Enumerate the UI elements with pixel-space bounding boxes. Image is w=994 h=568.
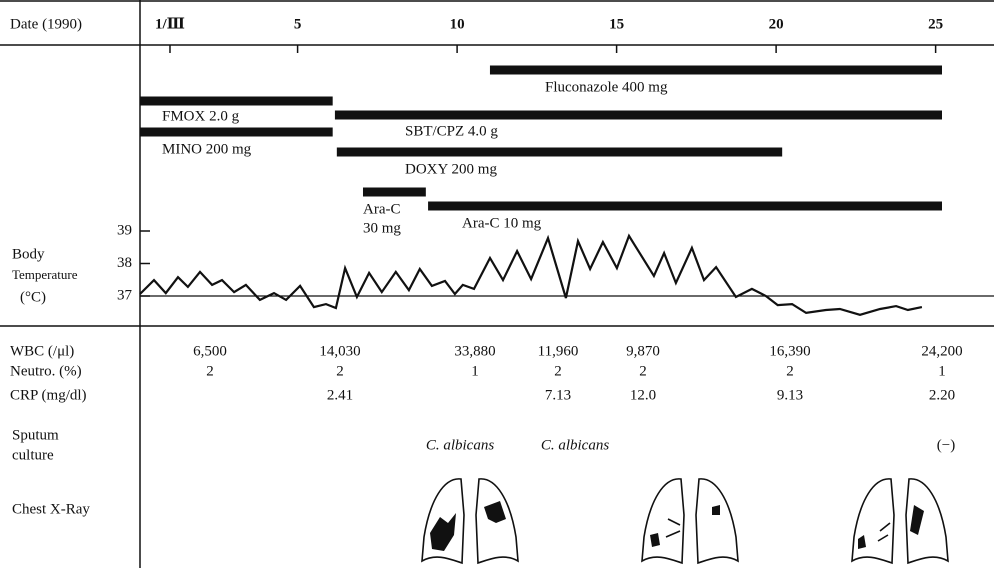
lab-value: 2 xyxy=(786,363,794,379)
x-tick-label: 5 xyxy=(294,16,302,32)
lab-value: 16,390 xyxy=(769,343,810,359)
treatment-bar xyxy=(334,110,943,120)
treatment-label: SBT/CPZ 4.0 g xyxy=(405,123,498,139)
date-label: Date (1990) xyxy=(10,16,82,32)
chest-xray-image xyxy=(421,478,519,565)
temperature-line xyxy=(139,233,923,316)
lab-value: 33,880 xyxy=(454,343,495,359)
lab-value: 24,200 xyxy=(921,343,962,359)
x-tick-label: 25 xyxy=(928,16,943,32)
treatment-label: MINO 200 mg xyxy=(162,141,252,157)
chest-xray-image xyxy=(851,478,949,565)
lab-value: 14,030 xyxy=(319,343,360,359)
treatment-bar xyxy=(362,187,426,197)
lab-value: 2 xyxy=(336,363,344,379)
lab-value: 7.13 xyxy=(545,387,571,403)
lab-value: 1 xyxy=(471,363,479,379)
treatment-bar xyxy=(140,96,333,106)
lab-value: 2.20 xyxy=(929,387,955,403)
x-tick-label: 15 xyxy=(609,16,624,32)
x-tick-label: 1/Ⅲ xyxy=(155,16,185,32)
lab-value: 2 xyxy=(206,363,214,379)
treatment-bar xyxy=(140,127,333,137)
sputum-result: C. albicans xyxy=(426,437,494,453)
treatment-bar xyxy=(489,65,943,75)
sputum-label: Sputum xyxy=(12,427,59,443)
sputum-result: (−) xyxy=(937,437,955,453)
treatment-label: Ara-C 10 mg xyxy=(462,215,542,231)
treatment-label: FMOX 2.0 g xyxy=(162,108,240,124)
treatment-bar xyxy=(336,147,783,157)
y-tick-label: 38 xyxy=(117,255,132,271)
lab-value: 2.41 xyxy=(327,387,353,403)
treatment-bar xyxy=(428,201,943,211)
y-tick-label: 39 xyxy=(117,222,132,238)
y-tick-label: 37 xyxy=(117,287,133,303)
x-tick-label: 10 xyxy=(450,16,465,32)
treatment-label: Fluconazole 400 mg xyxy=(545,79,668,95)
y-axis-label: Temperature xyxy=(12,267,78,282)
lab-row-label: WBC (/μl) xyxy=(10,343,74,359)
lab-row-label: CRP (mg/dl) xyxy=(10,387,87,403)
treatment-label: Ara-C xyxy=(363,201,401,217)
sputum-label: culture xyxy=(12,447,54,463)
lab-value: 9.13 xyxy=(777,387,803,403)
chest-xray-label: Chest X-Ray xyxy=(12,501,90,517)
y-axis-label: (°C) xyxy=(20,289,46,305)
treatment-label: DOXY 200 mg xyxy=(405,161,497,177)
sputum-result: C. albicans xyxy=(541,437,609,453)
lab-value: 6,500 xyxy=(193,343,227,359)
x-tick-label: 20 xyxy=(769,16,784,32)
lab-value: 12.0 xyxy=(630,387,656,403)
treatment-label: 30 mg xyxy=(363,220,401,236)
lab-row-label: Neutro. (%) xyxy=(10,363,82,379)
lab-value: 2 xyxy=(639,363,647,379)
lab-value: 1 xyxy=(938,363,946,379)
y-axis-label: Body xyxy=(12,246,45,262)
chest-xray-image xyxy=(641,478,739,565)
lab-value: 11,960 xyxy=(538,343,579,359)
lab-value: 9,870 xyxy=(626,343,660,359)
lab-value: 2 xyxy=(554,363,562,379)
